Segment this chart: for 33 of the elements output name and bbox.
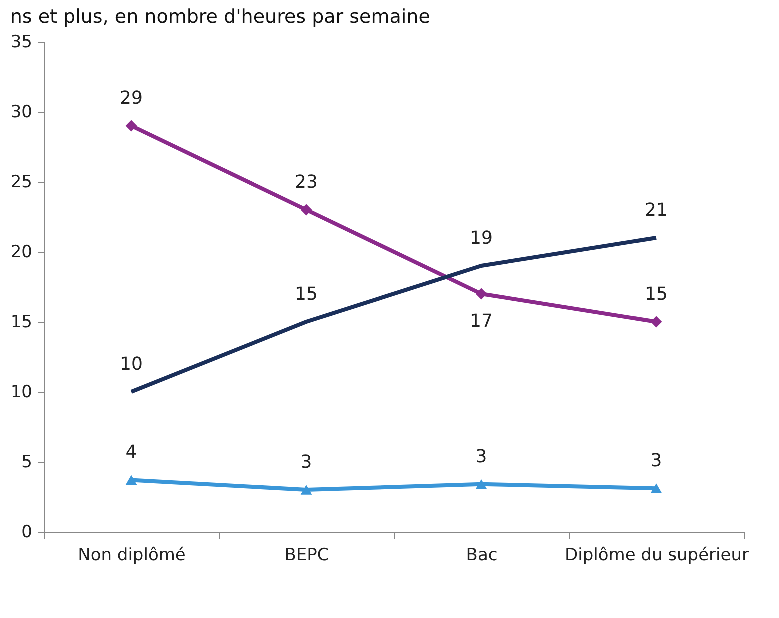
data-label: 17 [470,311,493,332]
y-tick-label: 20 [10,242,32,262]
x-tick-label: BEPC [284,546,330,566]
point [126,120,138,132]
y-tick-label: 30 [10,102,32,122]
chart-title: ns et plus, en nombre d'heures par semaine [10,6,430,28]
y-tick-label: 10 [10,382,32,402]
point [300,204,312,216]
x-tick-label: Bac [466,546,498,566]
point [476,479,488,490]
data-label: 15 [645,284,668,305]
y-tick-label: 15 [10,312,32,332]
data-label: 10 [120,354,143,375]
data-label: 29 [120,88,143,109]
data-label: 23 [295,172,318,193]
point [650,484,662,494]
point [300,485,312,495]
data-label: 21 [645,200,668,221]
data-label: 15 [295,284,318,305]
data-label: 4 [126,442,138,464]
data-label: 3 [476,446,488,468]
y-tick-label: 5 [22,452,32,472]
point [476,288,488,300]
point [126,475,138,486]
data-label: 3 [650,450,662,472]
y-tick-label: 25 [10,172,32,192]
y-tick-label: 0 [22,522,32,542]
x-tick-label: Diplôme du supérieur [565,546,749,566]
point [650,316,662,328]
y-tick-label: 35 [10,32,32,52]
data-label: 19 [470,228,493,249]
data-label: 3 [300,452,312,473]
x-tick-label: Non diplômé [78,546,186,566]
